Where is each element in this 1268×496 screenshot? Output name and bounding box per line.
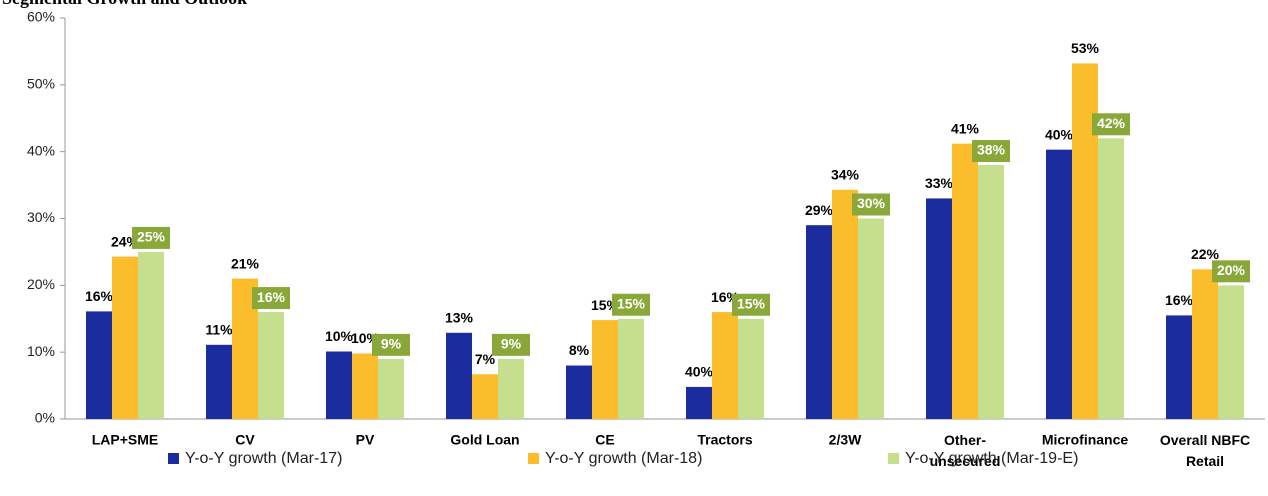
x-tick-label-line: Overall NBFC xyxy=(1160,432,1250,448)
bar xyxy=(138,251,164,419)
y-tick-label: 10% xyxy=(27,343,55,359)
y-tick-label: 20% xyxy=(27,276,55,292)
y-tick-label: 60% xyxy=(27,9,55,25)
data-label: 10% xyxy=(325,328,354,344)
bar xyxy=(378,358,404,419)
bar xyxy=(926,198,952,419)
x-tick-label-line: unsecured xyxy=(930,453,1001,469)
data-label-box xyxy=(612,293,650,316)
data-label: 40% xyxy=(1045,126,1074,142)
data-label-box xyxy=(252,287,290,310)
data-label: 20% xyxy=(1217,262,1246,278)
data-label: 38% xyxy=(977,142,1006,158)
chart-title: Segmental Growth and Outlook xyxy=(2,0,247,8)
data-label: 11% xyxy=(205,322,233,338)
x-tick-label: Other-unsecured xyxy=(930,432,1001,469)
y-tick-label: 40% xyxy=(27,142,55,158)
data-label-box xyxy=(1212,260,1250,283)
y-tick-label: 0% xyxy=(35,410,55,426)
data-label: 7% xyxy=(475,351,496,367)
x-tick-label: Overall NBFC Retail xyxy=(1160,432,1250,469)
data-label-box xyxy=(372,333,410,356)
bar xyxy=(978,165,1004,419)
x-tick-label: Gold Loan xyxy=(450,432,519,448)
data-label: 21% xyxy=(231,255,260,271)
data-label: 15% xyxy=(617,295,646,311)
x-tick-label: Microfinance xyxy=(1042,432,1129,448)
x-tick-label: 2/3W xyxy=(829,432,862,448)
data-label: 22% xyxy=(1191,246,1220,262)
bar xyxy=(686,386,712,419)
data-label: 16% xyxy=(85,288,114,304)
data-label: 13% xyxy=(445,309,474,325)
bar xyxy=(498,358,524,419)
legend-label: Y-o-Y growth (Mar-19-E) xyxy=(905,450,1078,467)
bar xyxy=(446,332,472,419)
data-label: 53% xyxy=(1071,40,1100,56)
bar xyxy=(112,256,138,419)
data-label: 33% xyxy=(925,175,954,191)
x-tick-label: CE xyxy=(595,432,614,448)
bar xyxy=(738,318,764,419)
bar xyxy=(1046,149,1072,419)
bar xyxy=(1166,315,1192,419)
bar xyxy=(352,353,378,419)
x-tick-label-line: Retail xyxy=(1186,453,1224,469)
bar xyxy=(206,344,232,419)
data-label: 16% xyxy=(257,289,286,305)
data-label-box xyxy=(492,333,530,356)
data-label-box xyxy=(132,226,170,249)
data-label: 30% xyxy=(857,195,886,211)
y-tick-label: 30% xyxy=(27,209,55,225)
bar xyxy=(832,189,858,419)
data-label-box xyxy=(972,140,1010,163)
data-label: 25% xyxy=(137,229,166,245)
bar xyxy=(806,225,832,419)
legend-swatch xyxy=(528,453,539,464)
bar xyxy=(712,312,738,419)
data-label-box xyxy=(732,293,770,316)
data-label: 41% xyxy=(951,120,980,136)
data-label: 8% xyxy=(569,342,590,358)
legend-swatch xyxy=(888,453,899,464)
bar xyxy=(618,318,644,419)
bar xyxy=(472,374,498,419)
data-label: 42% xyxy=(1097,115,1126,131)
x-tick-label: CV xyxy=(235,432,255,448)
bar xyxy=(258,312,284,419)
bar xyxy=(326,351,352,419)
bar xyxy=(1192,269,1218,419)
data-label-box xyxy=(852,193,890,216)
x-tick-label: PV xyxy=(356,432,375,448)
data-label: 16% xyxy=(1165,292,1194,308)
data-label: 29% xyxy=(805,202,834,218)
bar xyxy=(858,218,884,419)
bar xyxy=(566,365,592,419)
legend-swatch xyxy=(168,453,179,464)
bar xyxy=(86,311,112,419)
data-label: 9% xyxy=(381,336,402,352)
x-tick-label: Tractors xyxy=(697,432,752,448)
data-label: 34% xyxy=(831,166,860,182)
bar xyxy=(1218,285,1244,419)
data-label-box xyxy=(1092,113,1130,136)
x-tick-label-line: Other- xyxy=(944,432,986,448)
data-label: 15% xyxy=(737,295,766,311)
data-label: 9% xyxy=(501,336,522,352)
data-label: 40% xyxy=(685,364,714,380)
y-tick-label: 50% xyxy=(27,76,55,92)
legend-label: Y-o-Y growth (Mar-18) xyxy=(545,450,702,467)
bar xyxy=(592,320,618,419)
bar xyxy=(952,143,978,419)
x-tick-label: LAP+SME xyxy=(92,432,159,448)
legend-label: Y-o-Y growth (Mar-17) xyxy=(185,450,342,467)
bar xyxy=(1098,138,1124,420)
